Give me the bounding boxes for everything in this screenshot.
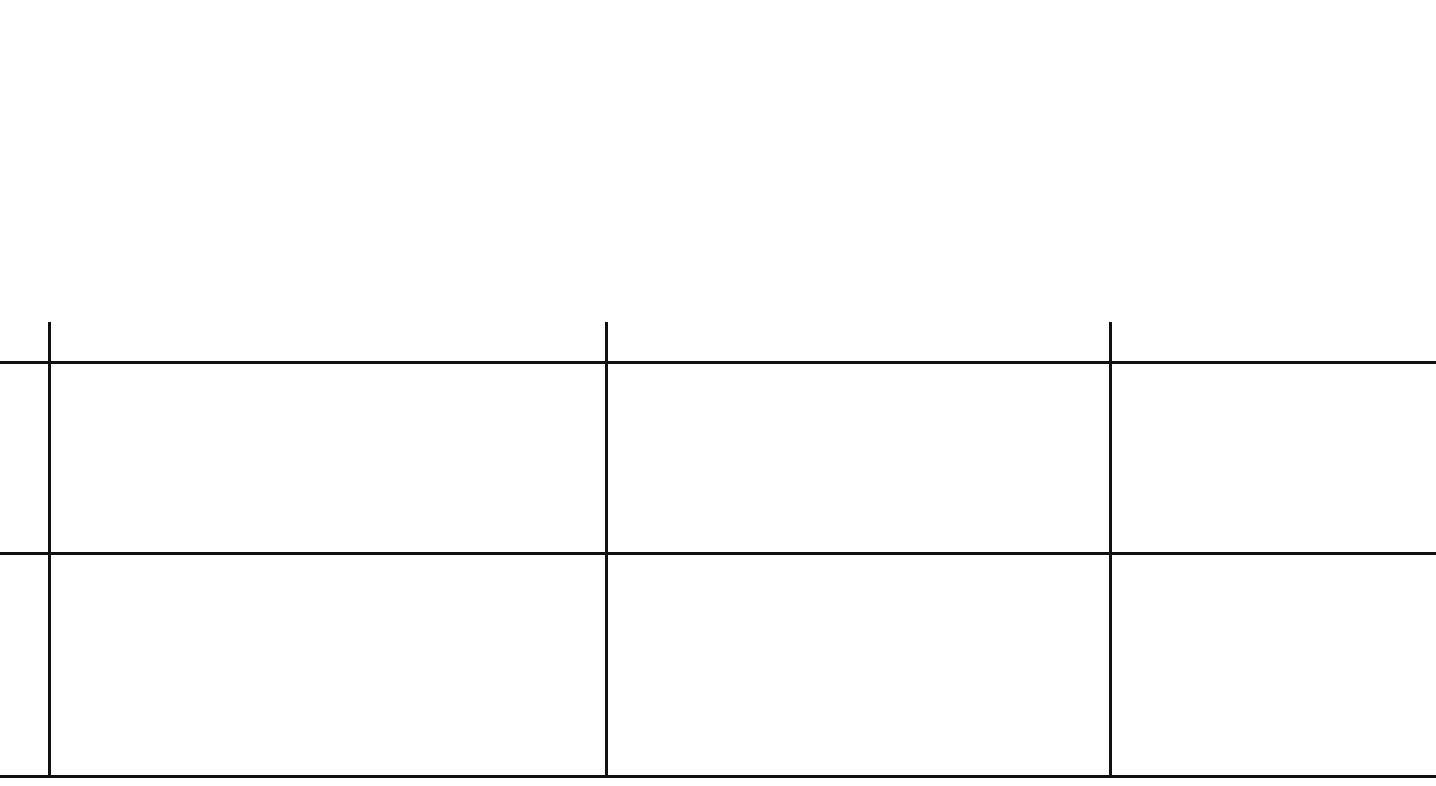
table-vline-rowlabels bbox=[48, 322, 51, 775]
table-vline-col3 bbox=[1109, 322, 1112, 775]
density-vec-chart bbox=[350, 33, 708, 309]
table-vline-col2 bbox=[605, 322, 608, 775]
table-hline-rows bbox=[0, 552, 1436, 555]
phase-diagram-chart bbox=[40, 36, 345, 308]
table-hline-header bbox=[0, 361, 1436, 364]
stress-strain-chart bbox=[752, 33, 1077, 313]
table-hline-bottom bbox=[0, 775, 1436, 778]
change-ue-chart bbox=[1082, 28, 1434, 314]
